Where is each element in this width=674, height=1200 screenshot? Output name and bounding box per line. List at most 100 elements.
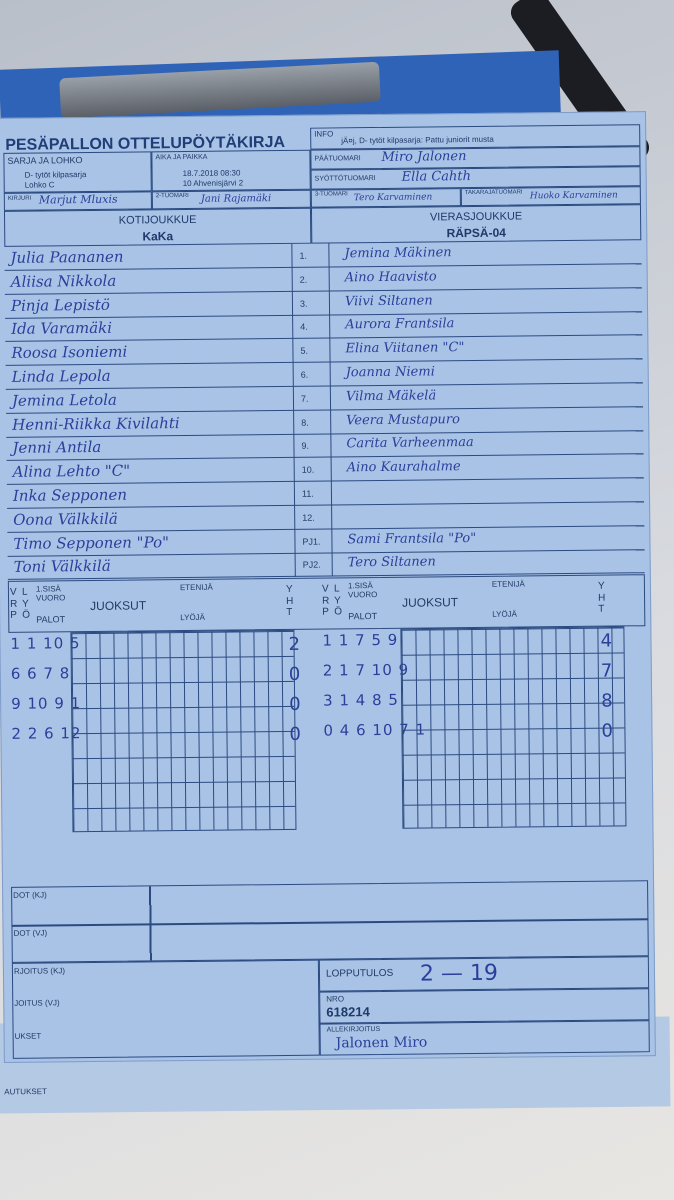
- player-number: PJ2.: [302, 559, 321, 571]
- home-lyo-header: L Y Ö: [21, 586, 31, 621]
- away-player: Vilma Mäkelä: [345, 388, 437, 405]
- home-player: Aliisa Nikkola: [10, 271, 117, 291]
- away-vrp-header: V R P: [321, 583, 330, 618]
- away-runs-grid: [400, 626, 627, 829]
- home-inning-palot: 6 6 7 8: [10, 664, 71, 683]
- home-player: Ida Varamäki: [11, 319, 113, 339]
- scoresheet: PESÄPALLON OTTELUPÖYTÄKIRJA INFO jÄ¤j, D…: [0, 111, 656, 1063]
- home-lyoja-header: LYÖJÄ: [180, 612, 206, 623]
- back-umpire: Huoko Karvaminen: [529, 190, 618, 202]
- away-player: Aino Kaurahalme: [346, 459, 461, 476]
- head-umpire: Miro Jalonen: [381, 149, 467, 165]
- group-value: Lohko C: [24, 180, 55, 190]
- player-number: 7.: [300, 393, 309, 404]
- away-player: Tero Siltanen: [347, 554, 436, 571]
- umpire2-box: 2-TUOMARI Jani Rajamäki: [151, 189, 311, 210]
- home-runs-grid: [70, 629, 297, 833]
- away-sisa-header: 1.SISÄ VUORO: [347, 581, 378, 600]
- away-inning-palot: 2 1 7 10 9: [322, 660, 410, 680]
- away-team-name: RÄPSÄ-04: [446, 225, 506, 241]
- player-number: 10.: [301, 464, 315, 475]
- time-box: AIKA JA PAIKKA 18.7.2018 08:30 10 Ahveni…: [151, 149, 311, 192]
- sig-vj-label: JOITUS (VJ): [14, 998, 60, 1008]
- home-juoksut-header: JUOKSUT: [90, 598, 147, 614]
- signature: Jalonen Miro: [335, 1034, 428, 1052]
- signature-label: ALLEKIRJOITUS: [326, 1026, 381, 1034]
- away-player: Veera Mustapuro: [346, 411, 461, 428]
- away-inning-palot: 1 1 7 5 9: [322, 630, 399, 650]
- back-umpire-label: TAKARAJATUOMARI: [464, 189, 523, 197]
- time-label: AIKA JA PAIKKA: [155, 153, 208, 162]
- home-player: Timo Sepponen "Po": [13, 532, 170, 553]
- vj-label: DOT (VJ): [13, 928, 48, 938]
- scorer: Marjut Mluxis: [38, 192, 118, 207]
- away-lyoja-header: LYÖJÄ: [492, 609, 518, 619]
- umpire3: Tero Karvaminen: [353, 192, 433, 204]
- info-label: INFO: [314, 129, 334, 139]
- home-player: Inka Sepponen: [12, 485, 128, 505]
- umpire3-box: 3-TUOMARI Tero Karvaminen: [310, 188, 461, 208]
- player-number: 8.: [301, 417, 309, 428]
- home-sisa-header: 1.SISÄ VUORO: [35, 584, 66, 603]
- away-player: Joanna Niemi: [345, 364, 435, 381]
- scorer-box: KIRJURI Marjut Mluxis: [3, 191, 152, 211]
- sig-kj-label: RJOITUS (KJ): [13, 966, 66, 976]
- player-number: 6.: [300, 369, 309, 380]
- away-player: Carita Varheenmaa: [346, 435, 474, 452]
- remarks2-label: AUTUKSET: [4, 1086, 47, 1097]
- scorer-label: KIRJURI: [7, 195, 32, 202]
- player-number: 11.: [301, 488, 314, 499]
- series-box: SARJA JA LOHKO D- tytöt kilpasarja Lohko…: [3, 151, 152, 193]
- kj-label: DOT (KJ): [13, 890, 47, 900]
- home-team-box: KOTIJOUKKUE KaKa: [3, 207, 312, 247]
- away-lyo-header: L Y Ö: [333, 583, 343, 618]
- player-number: 12.: [302, 512, 315, 523]
- player-number: 5.: [300, 345, 309, 356]
- pitch-umpire-label: SYÖTTÖTUOMARI: [314, 175, 376, 183]
- umpire3-label: 3-TUOMARI: [314, 191, 348, 198]
- head-umpire-label: PÄÄTUOMARI: [314, 155, 361, 163]
- series-label: SARJA JA LOHKO: [7, 155, 83, 166]
- away-player: Aino Haavisto: [344, 269, 437, 286]
- home-player: Henni-Riikka Kivilahti: [12, 413, 180, 434]
- nro-box: NRO 618214: [319, 988, 650, 1024]
- home-player: Oona Välkkilä: [13, 509, 118, 529]
- home-player: Jemina Letola: [11, 390, 117, 410]
- info-value: jÄ¤j, D- tytöt kilpasarja: Pattu juniori…: [341, 134, 494, 146]
- away-player: Viivi Siltanen: [344, 293, 433, 309]
- home-player: Julia Paananen: [10, 247, 124, 267]
- player-number: 4.: [300, 322, 308, 333]
- home-player: Alina Lehto "C": [12, 461, 131, 482]
- away-etenija-header: ETENIJÄ: [491, 579, 525, 589]
- player-number: 2.: [299, 274, 308, 285]
- home-player: Pinja Lepistö: [10, 295, 110, 315]
- final-score: 2 — 19: [419, 960, 499, 987]
- remarks-label: UKSET: [14, 1031, 42, 1041]
- home-team-label: KOTIJOUKKUE: [118, 213, 197, 227]
- home-player: Linda Lepola: [11, 366, 111, 386]
- back-umpire-box: TAKARAJATUOMARI Huoko Karvaminen: [460, 186, 641, 207]
- player-number: PJ1.: [302, 536, 321, 547]
- umpire2-label: 2-TUOMARI: [155, 192, 189, 200]
- home-etenija-header: ETENIJÄ: [179, 582, 213, 593]
- away-yht-header: Y H T: [597, 580, 606, 615]
- away-inning-palot: 3 1 4 8 5: [323, 690, 400, 710]
- home-yht-header: Y H T: [285, 583, 294, 618]
- home-player: Jenni Antila: [12, 438, 102, 458]
- home-player: Roosa Isoniemi: [11, 342, 128, 363]
- home-player: Toni Välkkilä: [13, 557, 111, 577]
- nro-label: NRO: [326, 994, 345, 1004]
- home-team-name: KaKa: [142, 229, 174, 244]
- result-label: LOPPUTULOS: [325, 967, 394, 980]
- place-value: 10 Ahvenisjärvi 2: [182, 178, 244, 189]
- home-vrp-header: V R P: [9, 586, 18, 621]
- date-value: 18.7.2018 08:30: [182, 168, 241, 179]
- away-juoksut-header: JUOKSUT: [402, 595, 459, 610]
- player-number: 3.: [299, 298, 308, 309]
- home-palot-header: PALOT: [36, 614, 66, 625]
- player-number: 1.: [299, 250, 308, 261]
- away-player: Jemina Mäkinen: [344, 245, 452, 262]
- pitch-umpire: Ella Cahth: [401, 169, 472, 185]
- away-player: Aurora Frantsila: [345, 316, 455, 333]
- away-team-label: VIERASJOUKKUE: [429, 210, 523, 224]
